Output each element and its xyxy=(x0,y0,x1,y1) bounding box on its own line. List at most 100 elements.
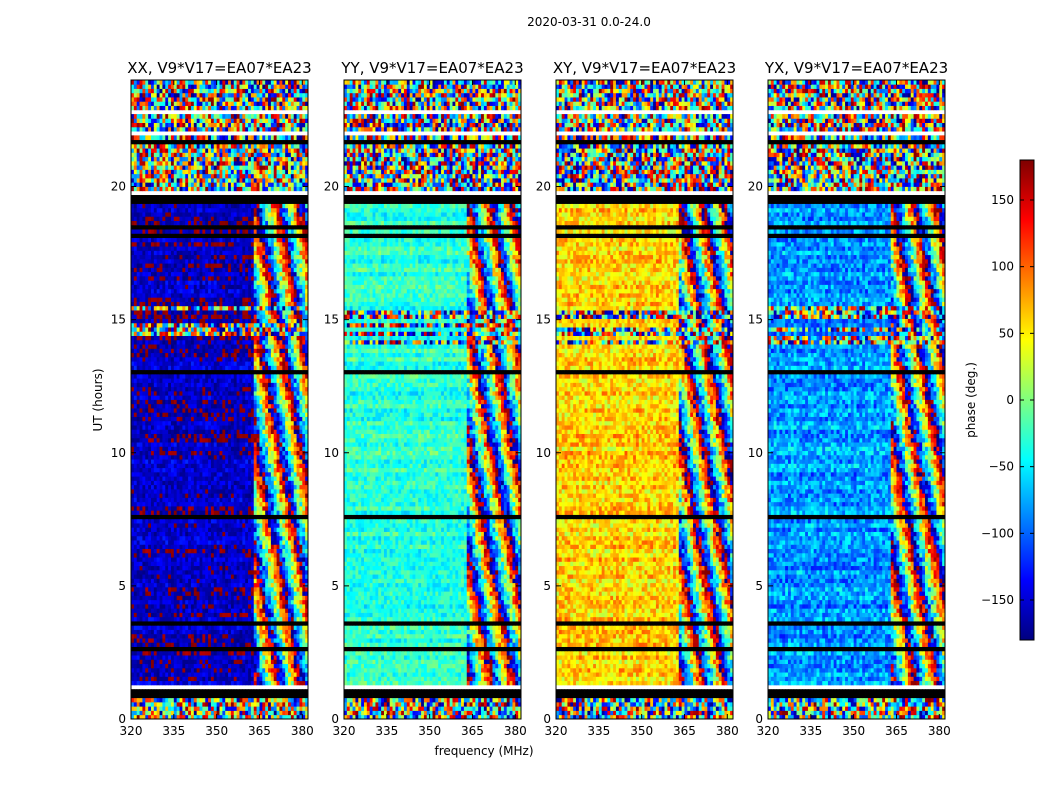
heatmap-cell xyxy=(182,497,186,503)
heatmap-cell xyxy=(242,416,246,422)
heatmap-cell xyxy=(265,420,269,426)
heatmap-cell xyxy=(276,629,280,635)
heatmap-cell xyxy=(159,544,163,549)
heatmap-cell xyxy=(179,710,183,716)
heatmap-cell xyxy=(299,408,303,413)
heatmap-cell xyxy=(248,390,252,396)
heatmap-cell xyxy=(185,382,189,388)
heatmap-cell xyxy=(142,403,146,409)
heatmap-cell xyxy=(210,638,215,643)
heatmap-cell xyxy=(270,625,275,630)
heatmap-cell xyxy=(253,689,258,694)
heatmap-cell xyxy=(219,569,223,575)
heatmap-cell xyxy=(253,676,258,682)
heatmap-cell xyxy=(293,655,297,660)
heatmap-cell xyxy=(156,510,160,515)
heatmap-cell xyxy=(213,603,218,609)
heatmap-cell xyxy=(156,633,160,639)
heatmap-cell xyxy=(153,510,158,515)
heatmap-cell xyxy=(136,659,140,665)
heatmap-cell xyxy=(288,689,292,694)
heatmap-cell xyxy=(230,621,235,626)
heatmap-cell xyxy=(150,510,155,515)
heatmap-cell xyxy=(145,663,149,669)
heatmap-cell xyxy=(199,595,203,601)
heatmap-cell xyxy=(145,476,149,481)
heatmap-cell xyxy=(190,395,195,400)
heatmap-cell xyxy=(193,463,198,469)
heatmap-cell xyxy=(139,390,143,396)
heatmap-cell xyxy=(259,433,263,439)
heatmap-cell xyxy=(302,420,306,426)
heatmap-cell xyxy=(142,706,146,711)
heatmap-cell xyxy=(268,425,272,430)
heatmap-cell xyxy=(296,412,300,417)
heatmap-cell xyxy=(248,676,252,682)
heatmap-cell xyxy=(179,531,183,537)
heatmap-cell xyxy=(259,514,263,520)
heatmap-cell xyxy=(299,497,303,503)
heatmap-cell xyxy=(296,493,300,498)
heatmap-cell xyxy=(193,663,198,669)
heatmap-cell xyxy=(293,501,297,507)
heatmap-cell xyxy=(188,506,192,511)
heatmap-cell xyxy=(165,399,169,405)
heatmap-cell xyxy=(305,506,309,511)
heatmap-cell xyxy=(153,616,158,622)
heatmap-cell xyxy=(239,629,243,635)
heatmap-cell xyxy=(159,523,163,528)
heatmap-cell xyxy=(202,386,206,392)
heatmap-cell xyxy=(196,442,200,447)
heatmap-cell xyxy=(162,544,166,549)
heatmap-cell xyxy=(165,514,169,520)
heatmap-cell xyxy=(205,714,209,720)
heatmap-cell xyxy=(188,633,192,639)
heatmap-cell xyxy=(273,599,277,605)
heatmap-cell xyxy=(259,382,263,388)
heatmap-cell xyxy=(179,429,183,434)
heatmap-cell xyxy=(170,676,175,682)
heatmap-cell xyxy=(245,442,249,447)
heatmap-cell xyxy=(210,527,215,532)
heatmap-cell xyxy=(216,701,220,707)
heatmap-cell xyxy=(136,535,140,541)
heatmap-cell xyxy=(268,697,272,703)
heatmap-cell xyxy=(153,386,158,392)
heatmap-cell xyxy=(265,433,269,439)
heatmap-cell xyxy=(148,527,152,532)
heatmap-cell xyxy=(190,663,195,669)
heatmap-cell xyxy=(162,557,166,562)
heatmap-cell xyxy=(299,544,303,549)
heatmap-cell xyxy=(242,633,246,639)
heatmap-cell xyxy=(293,518,297,524)
heatmap-cell xyxy=(282,552,286,558)
heatmap-cell xyxy=(179,535,183,541)
heatmap-cell xyxy=(256,565,260,571)
heatmap-cell xyxy=(168,697,172,703)
heatmap-cell xyxy=(233,531,238,537)
heatmap-cell xyxy=(293,442,297,447)
heatmap-cell xyxy=(259,506,263,511)
heatmap-cell xyxy=(248,599,252,605)
heatmap-cell xyxy=(253,680,258,686)
heatmap-cell xyxy=(270,706,275,711)
heatmap-cell xyxy=(248,510,252,515)
heatmap-cell xyxy=(270,527,275,532)
heatmap-cell xyxy=(233,386,238,392)
heatmap-cell xyxy=(188,437,192,443)
heatmap-cell xyxy=(230,646,235,652)
heatmap-cell xyxy=(185,408,189,413)
heatmap-cell xyxy=(136,667,140,673)
heatmap-cell xyxy=(216,591,220,596)
heatmap-cell xyxy=(162,506,166,511)
heatmap-cell xyxy=(210,608,215,613)
heatmap-cell xyxy=(188,578,192,584)
heatmap-cell xyxy=(279,514,283,520)
heatmap-cell xyxy=(233,408,238,413)
heatmap-cell xyxy=(162,523,166,528)
heatmap-cell xyxy=(165,395,169,400)
heatmap-cell xyxy=(150,523,155,528)
heatmap-cell xyxy=(162,459,166,464)
heatmap-cell xyxy=(176,412,180,417)
heatmap-cell xyxy=(179,471,183,477)
